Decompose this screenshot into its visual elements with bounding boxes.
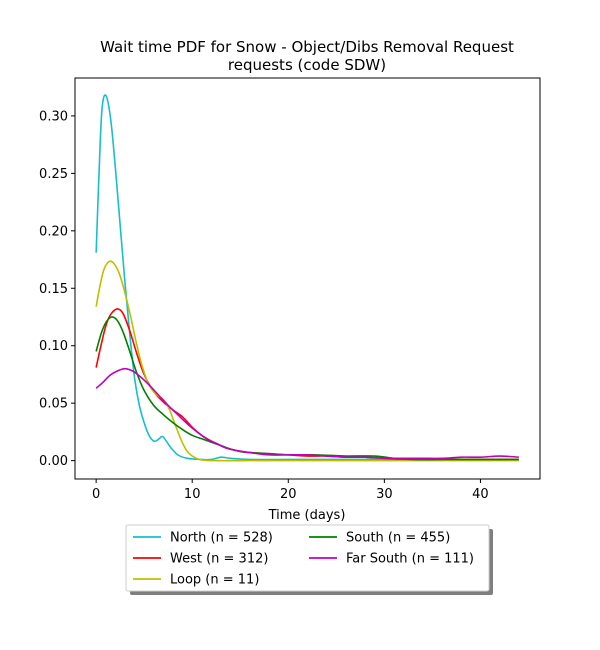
chart-title-line-1: Wait time PDF for Snow - Object/Dibs Rem…	[100, 38, 514, 56]
series-lines	[95, 94, 519, 462]
legend-label-west: West (n = 312)	[170, 552, 268, 567]
series-line-south	[95, 316, 519, 461]
y-axis: 0.00 0.05 0.10 0.15 0.20 0.25 0.30	[39, 109, 75, 469]
legend-label-far-south: Far South (n = 111)	[346, 552, 474, 567]
y-tick-label: 0.25	[39, 167, 68, 182]
legend-label-south: South (n = 455)	[346, 531, 450, 546]
series-line-north	[95, 94, 519, 461]
legend-box	[125, 524, 490, 592]
x-tick-label: 0	[92, 487, 100, 502]
y-tick-label: 0.00	[39, 454, 68, 469]
plot-area	[75, 78, 540, 479]
x-axis-label: Time (days)	[268, 508, 346, 523]
x-tick-label: 40	[472, 487, 489, 502]
series-line-far-south	[95, 367, 519, 460]
y-tick-label: 0.20	[39, 224, 68, 239]
plot-frame	[74, 77, 541, 480]
legend: North (n = 528) West (n = 312) Loop (n = 1…	[125, 524, 493, 595]
y-tick-label: 0.05	[39, 397, 68, 412]
chart-title-line-2: requests (code SDW)	[228, 56, 386, 74]
x-tick-label: 30	[376, 487, 393, 502]
y-tick-label: 0.30	[39, 109, 68, 124]
series-line-loop	[95, 260, 519, 462]
x-tick-label: 10	[184, 487, 201, 502]
x-axis: 0 10 20 30 40	[92, 479, 489, 502]
legend-label-loop: Loop (n = 11)	[170, 573, 259, 588]
y-tick-label: 0.15	[39, 282, 68, 297]
x-tick-label: 20	[280, 487, 297, 502]
y-tick-label: 0.10	[39, 339, 68, 354]
legend-label-north: North (n = 528)	[170, 531, 273, 546]
